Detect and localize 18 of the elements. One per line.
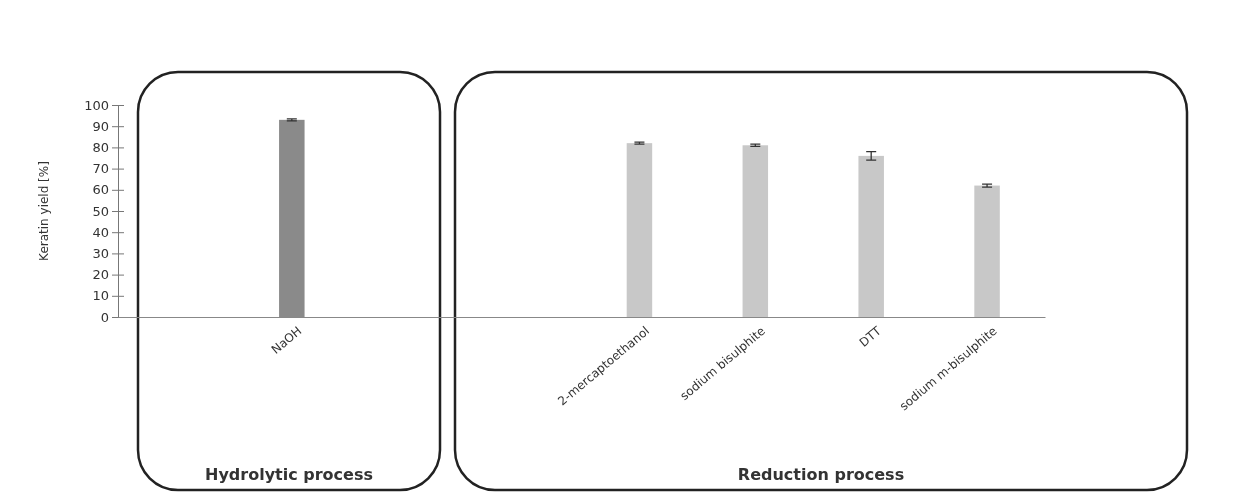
bar [742, 145, 769, 317]
bar [626, 143, 653, 317]
text: Hydrolytic process [205, 465, 373, 484]
bar [858, 155, 884, 317]
y-tick-label: 0 [100, 309, 109, 325]
y-tick-label: 10 [92, 288, 109, 304]
y-tick-label: 50 [92, 203, 109, 219]
y-tick-label: 100 [84, 97, 109, 113]
y-tick-label: 70 [92, 161, 109, 177]
y-tick-label: 60 [92, 182, 109, 198]
y-tick-label: 20 [92, 267, 109, 283]
bar [974, 185, 1000, 317]
y-tick-label: 40 [92, 224, 109, 240]
text: Reduction process [737, 465, 905, 484]
y-axis-title: Keratin yield [%] [37, 161, 51, 261]
y-tick-label: 80 [92, 140, 109, 156]
y-tick-label: 30 [92, 246, 109, 262]
y-tick-label: 90 [92, 118, 109, 134]
